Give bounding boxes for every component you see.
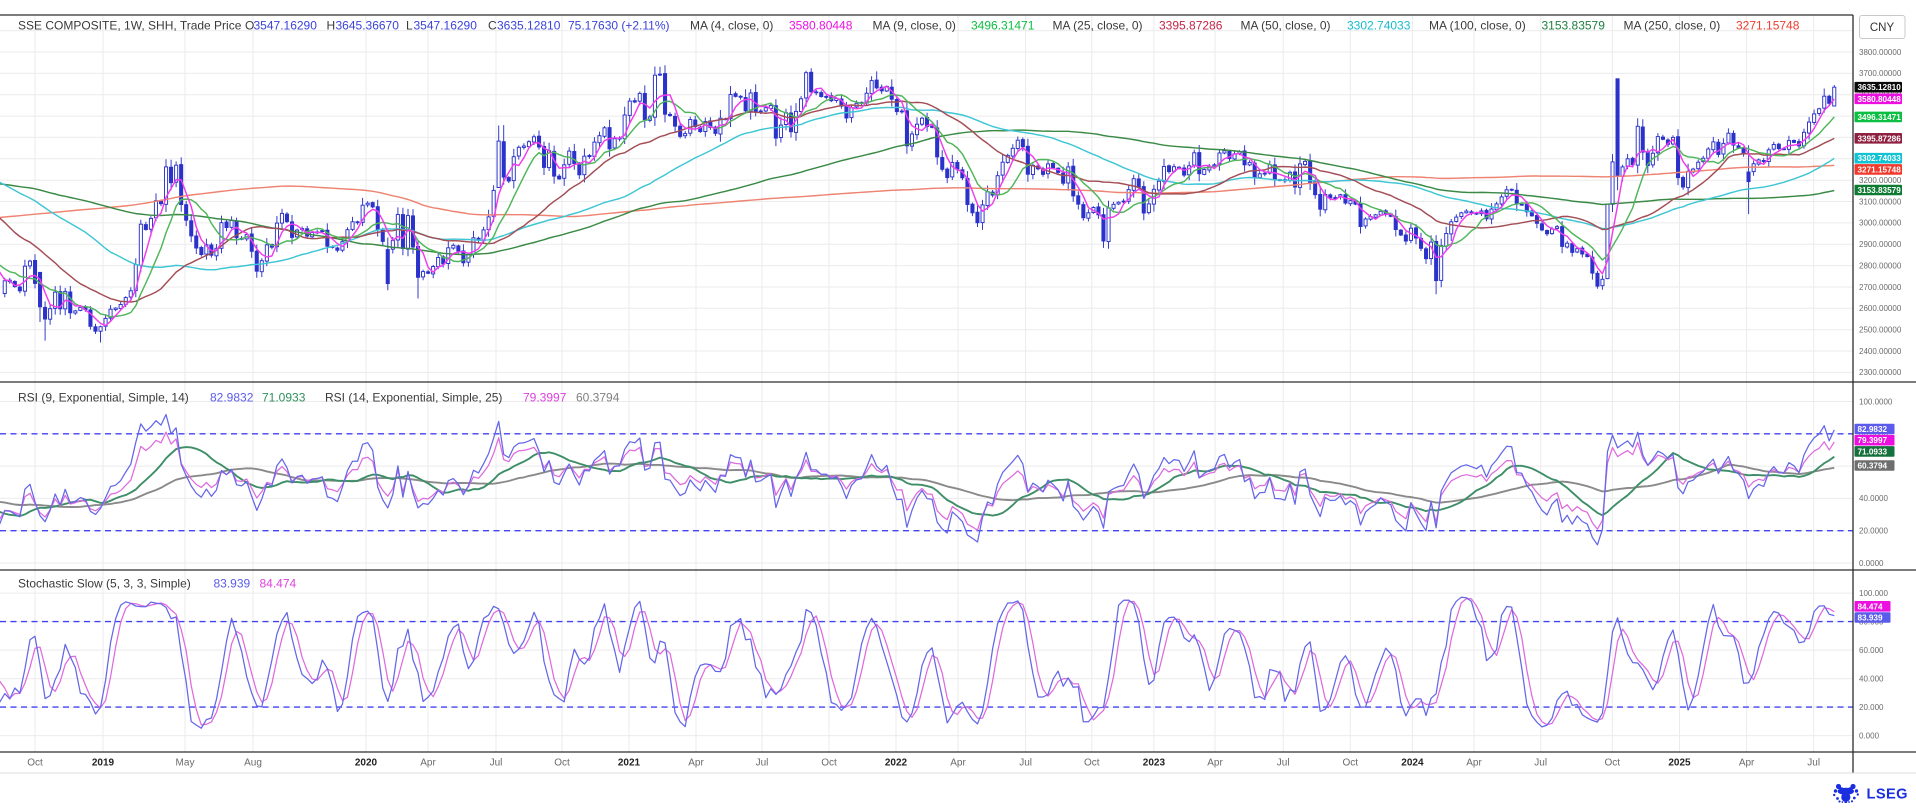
svg-text:Oct: Oct [1084,758,1100,769]
svg-text:Jul: Jul [1807,758,1820,769]
svg-text:Jul: Jul [1019,758,1032,769]
svg-text:2020: 2020 [355,758,378,769]
svg-text:3000.00000: 3000.00000 [1859,219,1902,228]
svg-text:Jul: Jul [1534,758,1547,769]
svg-text:Apr: Apr [420,758,436,769]
svg-text:MA (100, close, 0): MA (100, close, 0) [1429,18,1526,32]
svg-text:May: May [176,758,195,769]
svg-text:2800.00000: 2800.00000 [1859,261,1902,270]
svg-text:71.0933: 71.0933 [1858,447,1888,456]
svg-text:Apr: Apr [1466,758,1482,769]
svg-text:3271.15748: 3271.15748 [1736,18,1800,32]
svg-text:Oct: Oct [821,758,837,769]
svg-text:79.3997: 79.3997 [1858,436,1888,445]
svg-text:3580.80448: 3580.80448 [1858,95,1902,104]
svg-text:RSI (9, Exponential, Simple, 1: RSI (9, Exponential, Simple, 14) [18,391,189,405]
svg-text:75.17630 (+2.11%): 75.17630 (+2.11%) [568,18,670,32]
svg-text:3200.00000: 3200.00000 [1859,176,1902,185]
svg-text:Oct: Oct [1605,758,1621,769]
svg-text:3100.00000: 3100.00000 [1859,197,1902,206]
svg-text:Apr: Apr [688,758,704,769]
svg-text:3153.83579: 3153.83579 [1542,18,1606,32]
svg-text:Aug: Aug [244,758,262,769]
svg-text:82.9832: 82.9832 [1858,425,1888,434]
svg-text:2600.00000: 2600.00000 [1859,304,1902,313]
svg-text:84.474: 84.474 [1858,602,1883,611]
svg-text:2700.00000: 2700.00000 [1859,283,1902,292]
svg-text:SSE COMPOSITE, 1W, SHH, Trade: SSE COMPOSITE, 1W, SHH, Trade Price [18,18,242,32]
svg-text:2300.00000: 2300.00000 [1859,368,1902,377]
svg-text:3302.74033: 3302.74033 [1347,18,1411,32]
svg-text:79.3997: 79.3997 [523,391,567,405]
svg-text:2019: 2019 [92,758,115,769]
svg-text:100.0000: 100.0000 [1859,397,1893,406]
svg-text:20.000: 20.000 [1859,703,1884,712]
svg-text:L: L [406,18,413,32]
svg-text:Oct: Oct [27,758,43,769]
svg-text:71.0933: 71.0933 [262,391,306,405]
svg-text:C: C [488,18,497,32]
svg-text:RSI (14, Exponential, Simple,: RSI (14, Exponential, Simple, 25) [325,391,502,405]
svg-text:2023: 2023 [1143,758,1166,769]
svg-text:0.000: 0.000 [1859,731,1880,740]
svg-text:3800.00000: 3800.00000 [1859,48,1902,57]
svg-text:3635.12810: 3635.12810 [1858,83,1902,92]
svg-text:3302.74033: 3302.74033 [1858,154,1902,163]
svg-text:3395.87286: 3395.87286 [1858,134,1902,143]
svg-text:MA (4, close, 0): MA (4, close, 0) [690,18,773,32]
svg-text:40.0000: 40.0000 [1859,494,1888,503]
svg-text:100.000: 100.000 [1859,589,1888,598]
svg-text:3496.31471: 3496.31471 [1858,113,1902,122]
svg-text:60.3794: 60.3794 [1858,462,1888,471]
svg-text:3395.87286: 3395.87286 [1159,18,1223,32]
svg-text:Apr: Apr [1739,758,1755,769]
svg-text:3271.15748: 3271.15748 [1858,165,1902,174]
svg-text:3547.16290: 3547.16290 [254,18,318,32]
svg-text:2400.00000: 2400.00000 [1859,347,1902,356]
svg-text:Oct: Oct [554,758,570,769]
svg-text:60.3794: 60.3794 [576,391,620,405]
svg-text:82.9832: 82.9832 [210,391,254,405]
svg-text:H: H [327,18,336,32]
svg-text:Jul: Jul [490,758,503,769]
svg-text:3547.16290: 3547.16290 [414,18,478,32]
svg-text:Stochastic Slow (5, 3, 3, Simp: Stochastic Slow (5, 3, 3, Simple) [18,577,191,591]
svg-text:2022: 2022 [885,758,908,769]
svg-text:3700.00000: 3700.00000 [1859,69,1902,78]
svg-text:2500.00000: 2500.00000 [1859,326,1902,335]
svg-text:84.474: 84.474 [260,577,297,591]
svg-text:83.939: 83.939 [214,577,251,591]
svg-text:Jul: Jul [756,758,769,769]
svg-text:MA (50, close, 0): MA (50, close, 0) [1241,18,1331,32]
svg-text:Apr: Apr [950,758,966,769]
svg-text:20.0000: 20.0000 [1859,527,1888,536]
svg-text:3645.36670: 3645.36670 [336,18,400,32]
svg-text:Apr: Apr [1207,758,1223,769]
svg-text:O: O [245,18,254,32]
svg-text:3635.12810: 3635.12810 [497,18,561,32]
svg-text:3580.80448: 3580.80448 [789,18,853,32]
svg-text:2900.00000: 2900.00000 [1859,240,1902,249]
svg-text:MA (25, close, 0): MA (25, close, 0) [1053,18,1143,32]
svg-text:MA (9, close, 0): MA (9, close, 0) [873,18,956,32]
svg-text:2024: 2024 [1401,758,1424,769]
svg-text:CNY: CNY [1870,22,1895,34]
svg-text:60.000: 60.000 [1859,646,1884,655]
svg-text:3153.83579: 3153.83579 [1858,186,1902,195]
svg-text:83.939: 83.939 [1858,614,1883,623]
svg-text:MA (250, close, 0): MA (250, close, 0) [1624,18,1721,32]
svg-text:LSEG: LSEG [1867,786,1908,802]
svg-text:2025: 2025 [1668,758,1691,769]
svg-text:0.0000: 0.0000 [1859,559,1884,568]
svg-text:Jul: Jul [1277,758,1290,769]
svg-text:3496.31471: 3496.31471 [971,18,1035,32]
svg-text:Oct: Oct [1343,758,1359,769]
svg-text:40.000: 40.000 [1859,674,1884,683]
svg-text:2021: 2021 [618,758,641,769]
